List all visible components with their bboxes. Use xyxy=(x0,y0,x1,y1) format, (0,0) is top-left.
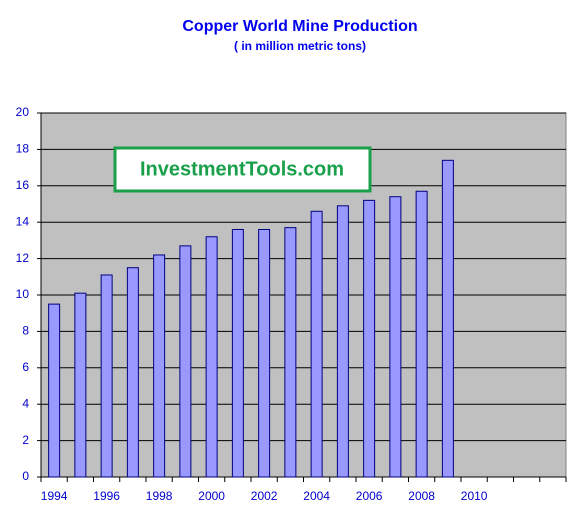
y-tick-label: 16 xyxy=(16,178,30,192)
watermark-box xyxy=(113,146,372,193)
bar xyxy=(258,228,271,478)
chart-title: Copper World Mine Production xyxy=(182,18,417,35)
bar xyxy=(363,199,376,478)
x-tick-label: 2000 xyxy=(198,489,225,503)
bar xyxy=(389,196,402,478)
y-tick-label: 2 xyxy=(22,433,29,447)
x-tick-label: 1998 xyxy=(146,489,173,503)
x-tick-label: 1994 xyxy=(41,489,68,503)
bar xyxy=(74,292,87,478)
x-tick-label: 2010 xyxy=(461,489,488,503)
x-tick-label: 2008 xyxy=(408,489,435,503)
bar xyxy=(441,159,454,478)
y-tick-label: 4 xyxy=(22,396,29,410)
x-tick-label: 2004 xyxy=(303,489,330,503)
y-tick-label: 20 xyxy=(16,105,30,119)
bar xyxy=(48,303,61,478)
y-tick-label: 6 xyxy=(22,360,29,374)
y-tick-label: 10 xyxy=(16,287,30,301)
x-tick-label: 2006 xyxy=(356,489,383,503)
watermark: InvestmentTools.com xyxy=(140,158,344,180)
y-tick-label: 0 xyxy=(22,469,29,483)
bar xyxy=(205,236,218,478)
bar xyxy=(100,274,113,478)
y-tick-label: 12 xyxy=(16,251,30,265)
bar xyxy=(310,210,323,478)
bar xyxy=(126,267,139,478)
bar xyxy=(284,227,297,478)
bar xyxy=(179,245,192,478)
x-tick-label: 2002 xyxy=(251,489,278,503)
bar xyxy=(336,205,349,478)
y-tick-label: 8 xyxy=(22,324,29,338)
y-tick-label: 18 xyxy=(16,142,30,156)
y-tick-label: 14 xyxy=(16,214,30,228)
chart-subtitle: ( in million metric tons) xyxy=(234,39,366,53)
bar xyxy=(231,228,244,478)
x-tick-label: 1996 xyxy=(93,489,120,503)
bar xyxy=(153,254,166,478)
bar xyxy=(415,190,428,478)
